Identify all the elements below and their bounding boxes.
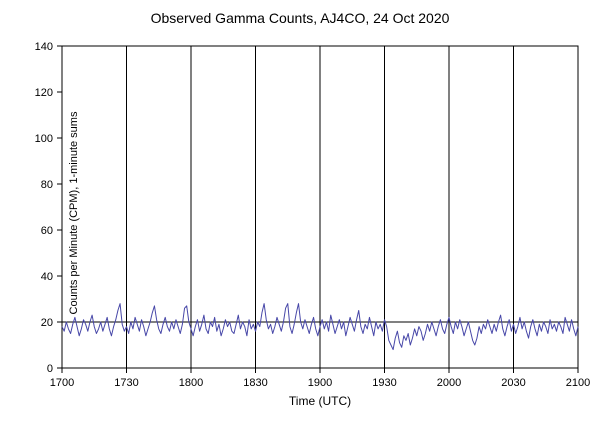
y-tick-label: 40 <box>41 271 53 283</box>
x-tick-label: 1730 <box>114 377 138 389</box>
y-tick-label: 80 <box>41 179 53 191</box>
x-tick-label: 1930 <box>372 377 396 389</box>
y-tick-label: 120 <box>35 87 53 99</box>
x-axis-label: Time (UTC) <box>288 394 352 408</box>
x-tick-label: 1900 <box>308 377 332 389</box>
gamma-counts-line <box>61 303 579 351</box>
x-tick-label: 2030 <box>501 377 525 389</box>
y-tick-label: 0 <box>47 363 53 375</box>
y-tick-label: 100 <box>35 133 53 145</box>
y-tick-label: 140 <box>35 41 53 53</box>
chart-title: Observed Gamma Counts, AJ4CO, 24 Oct 202… <box>150 10 450 26</box>
x-tick-label: 2100 <box>566 377 590 389</box>
y-tick-label: 60 <box>41 225 53 237</box>
x-tick-label: 2000 <box>437 377 461 389</box>
x-tick-label: 1800 <box>179 377 203 389</box>
y-axis-label: Counts per Minute (CPM), 1-minute sums <box>68 111 80 315</box>
x-tick-label: 1700 <box>50 377 74 389</box>
y-tick-label: 20 <box>41 317 53 329</box>
x-tick-label: 1830 <box>243 377 267 389</box>
